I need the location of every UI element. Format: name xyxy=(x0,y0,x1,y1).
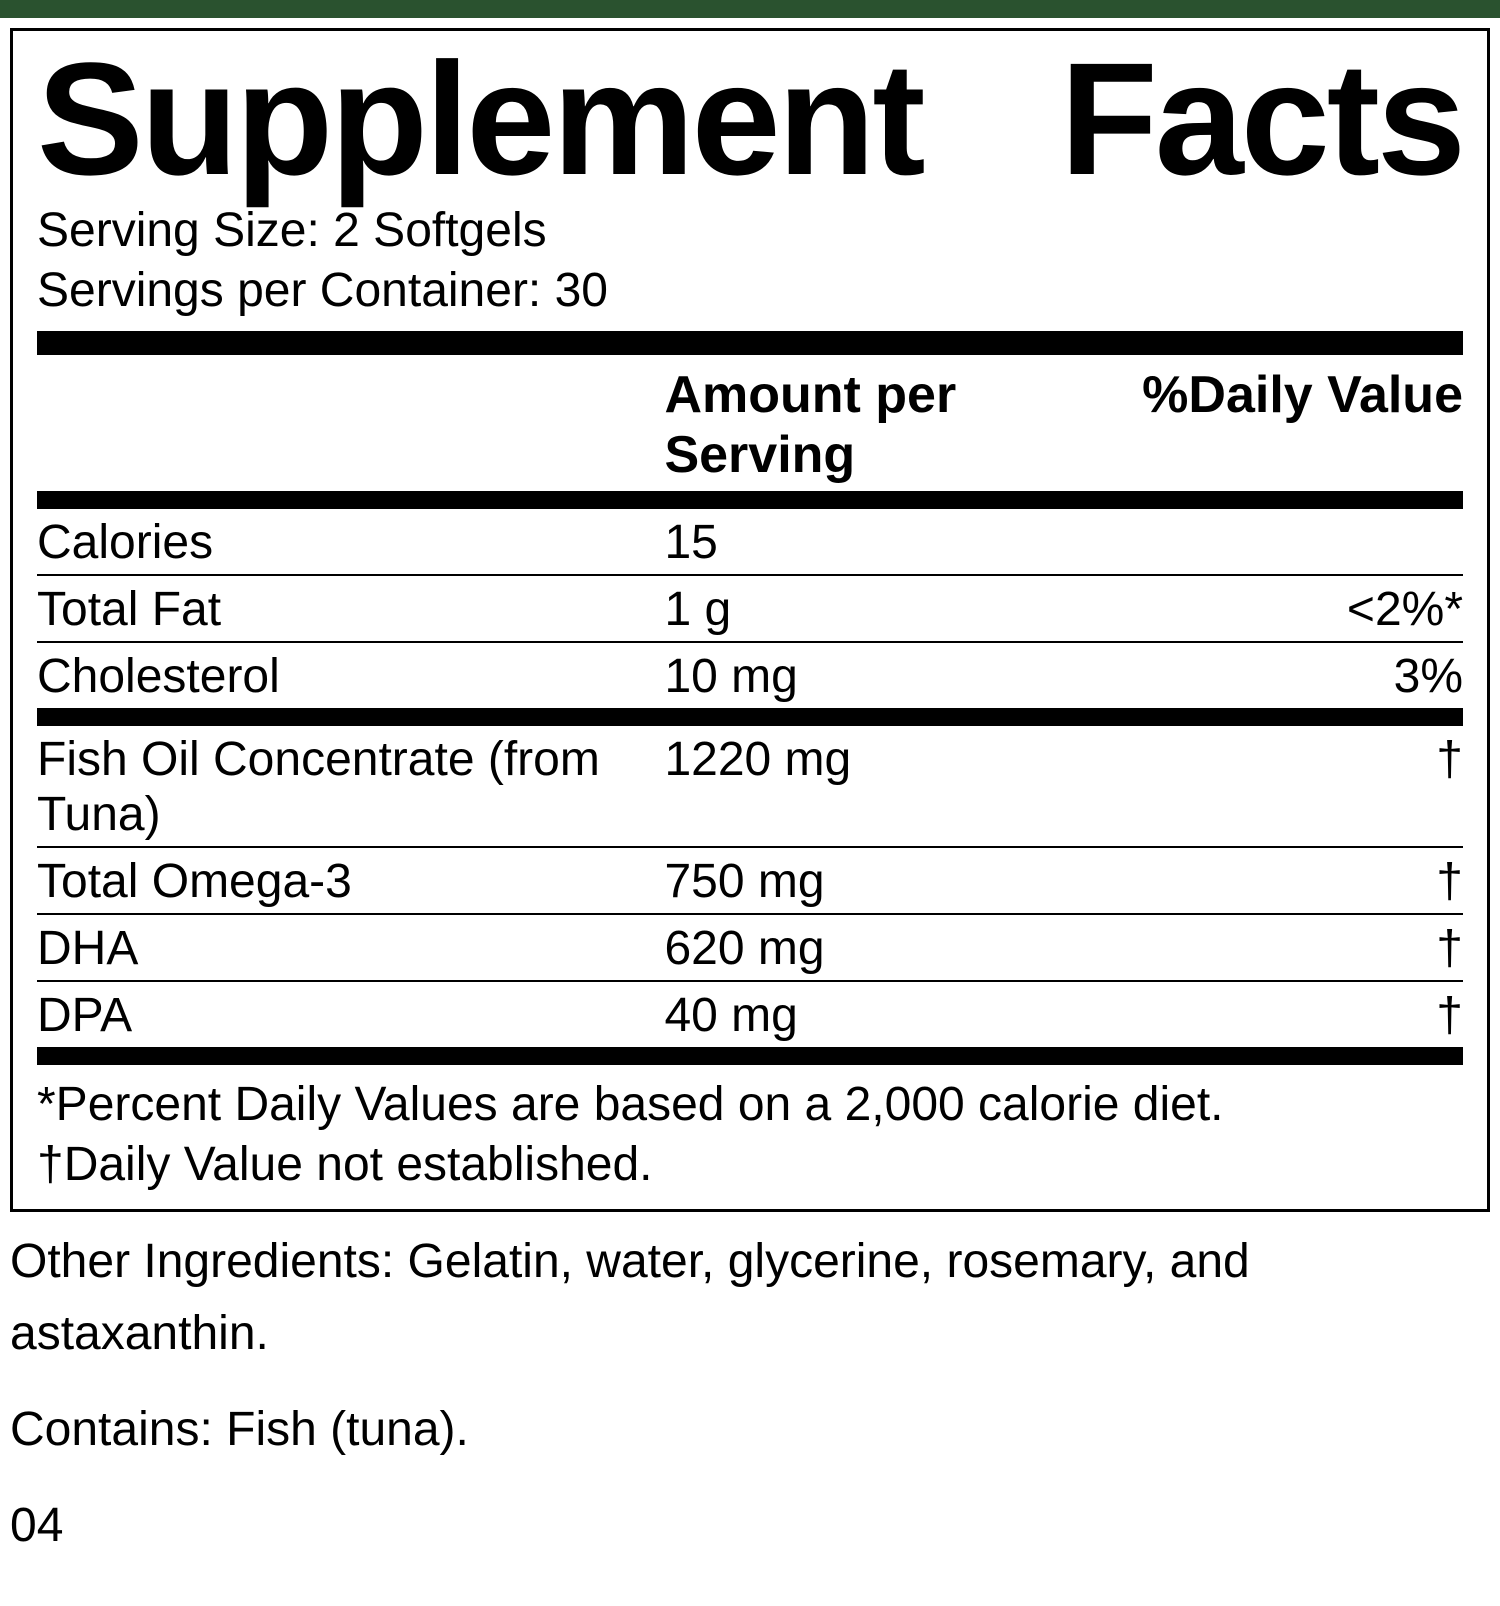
rule-mid-3 xyxy=(37,1047,1463,1065)
nutrient-amount: 620 mg xyxy=(664,921,1120,976)
serving-size-value: 2 Softgels xyxy=(333,204,546,257)
table-row: Total Fat1 g<2%* xyxy=(37,576,1463,641)
servings-per-label: Servings per Container: xyxy=(37,264,555,317)
col-dv-header: %Daily Value xyxy=(1121,365,1463,485)
table-row: DPA40 mg† xyxy=(37,982,1463,1047)
footnote-2: †Daily Value not established. xyxy=(37,1135,1463,1195)
nutrient-name: DPA xyxy=(37,988,664,1043)
nutrient-amount: 10 mg xyxy=(664,649,1120,704)
nutrient-amount: 1220 mg xyxy=(664,732,1120,842)
servings-per-value: 30 xyxy=(555,264,608,317)
supplement-facts-page: Supplement Facts Serving Size: 2 Softgel… xyxy=(0,0,1500,1606)
col-amount-header: Amount per Serving xyxy=(664,365,1120,485)
nutrient-dv: † xyxy=(1121,854,1463,909)
title-word-2: Facts xyxy=(1060,43,1463,195)
table-row: Calories15 xyxy=(37,509,1463,574)
rule-mid-2 xyxy=(37,708,1463,726)
table-row: DHA620 mg† xyxy=(37,915,1463,980)
serving-size-line: Serving Size: 2 Softgels xyxy=(37,201,1463,261)
table-row: Total Omega-3750 mg† xyxy=(37,848,1463,913)
column-headers: Amount per Serving %Daily Value xyxy=(37,355,1463,491)
section-1: Calories15Total Fat1 g<2%*Cholesterol10 … xyxy=(37,509,1463,708)
nutrient-dv xyxy=(1121,515,1463,570)
nutrient-name: Total Omega-3 xyxy=(37,854,664,909)
below-panel: Other Ingredients: Gelatin, water, glyce… xyxy=(10,1226,1490,1562)
nutrient-dv: † xyxy=(1121,988,1463,1043)
facts-panel: Supplement Facts Serving Size: 2 Softgel… xyxy=(10,28,1490,1212)
title-word-1: Supplement xyxy=(37,43,923,195)
serving-size-label: Serving Size: xyxy=(37,204,333,257)
nutrient-name: DHA xyxy=(37,921,664,976)
rule-mid-1 xyxy=(37,491,1463,509)
nutrient-amount: 40 mg xyxy=(664,988,1120,1043)
nutrient-amount: 1 g xyxy=(664,582,1120,637)
nutrient-name: Total Fat xyxy=(37,582,664,637)
rule-thick-1 xyxy=(37,331,1463,355)
nutrient-amount: 15 xyxy=(664,515,1120,570)
section-2: Fish Oil Concentrate (from Tuna)1220 mg†… xyxy=(37,726,1463,1047)
nutrient-dv: 3% xyxy=(1121,649,1463,704)
nutrient-dv: † xyxy=(1121,921,1463,976)
product-code: 04 xyxy=(10,1490,1490,1562)
table-row: Cholesterol10 mg3% xyxy=(37,643,1463,708)
serving-block: Serving Size: 2 Softgels Servings per Co… xyxy=(37,201,1463,321)
panel-title: Supplement Facts xyxy=(37,43,1463,195)
nutrient-dv: <2%* xyxy=(1121,582,1463,637)
nutrient-dv: † xyxy=(1121,732,1463,842)
servings-per-line: Servings per Container: 30 xyxy=(37,261,1463,321)
col-blank xyxy=(37,365,664,485)
footnotes: *Percent Daily Values are based on a 2,0… xyxy=(37,1065,1463,1195)
nutrient-amount: 750 mg xyxy=(664,854,1120,909)
footnote-1: *Percent Daily Values are based on a 2,0… xyxy=(37,1075,1463,1135)
nutrient-name: Fish Oil Concentrate (from Tuna) xyxy=(37,732,664,842)
nutrient-name: Calories xyxy=(37,515,664,570)
other-ingredients: Other Ingredients: Gelatin, water, glyce… xyxy=(10,1226,1490,1370)
table-row: Fish Oil Concentrate (from Tuna)1220 mg† xyxy=(37,726,1463,846)
nutrient-name: Cholesterol xyxy=(37,649,664,704)
top-accent-bar xyxy=(0,0,1500,18)
contains-line: Contains: Fish (tuna). xyxy=(10,1394,1490,1466)
